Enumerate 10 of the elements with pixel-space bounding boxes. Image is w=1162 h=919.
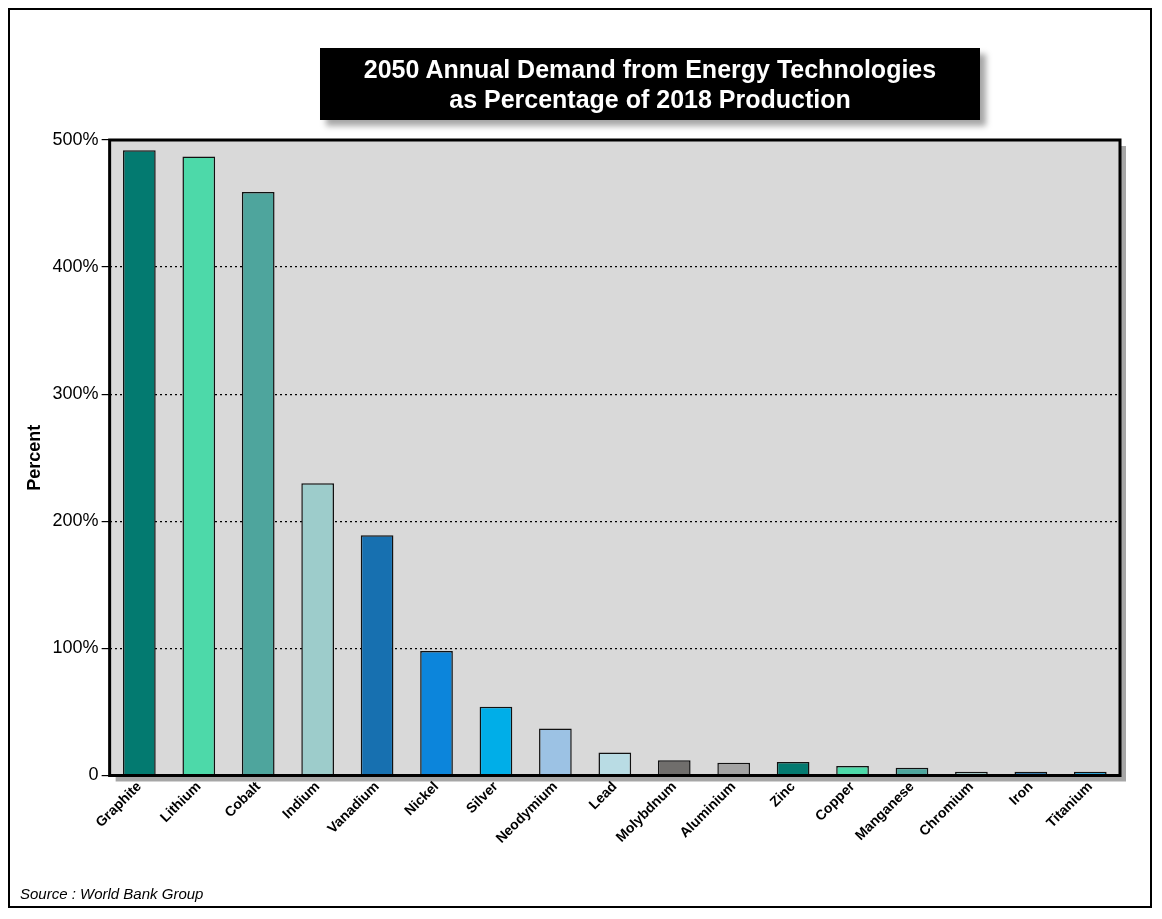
y-tick-label: 300% bbox=[52, 383, 99, 404]
chart-title: 2050 Annual Demand from Energy Technologies as Percentage of 2018 Production bbox=[362, 54, 938, 114]
source-note: Source : World Bank Group bbox=[20, 885, 204, 902]
y-tick-label: 400% bbox=[52, 256, 99, 277]
x-tick-label: Iron bbox=[1005, 777, 1036, 808]
y-tick-label: 100% bbox=[52, 637, 99, 658]
y-tick-label: 0 bbox=[88, 764, 99, 785]
y-tick-label: 200% bbox=[52, 510, 99, 531]
y-axis-title: Percent bbox=[23, 424, 44, 491]
y-tick-label: 500% bbox=[52, 128, 99, 149]
